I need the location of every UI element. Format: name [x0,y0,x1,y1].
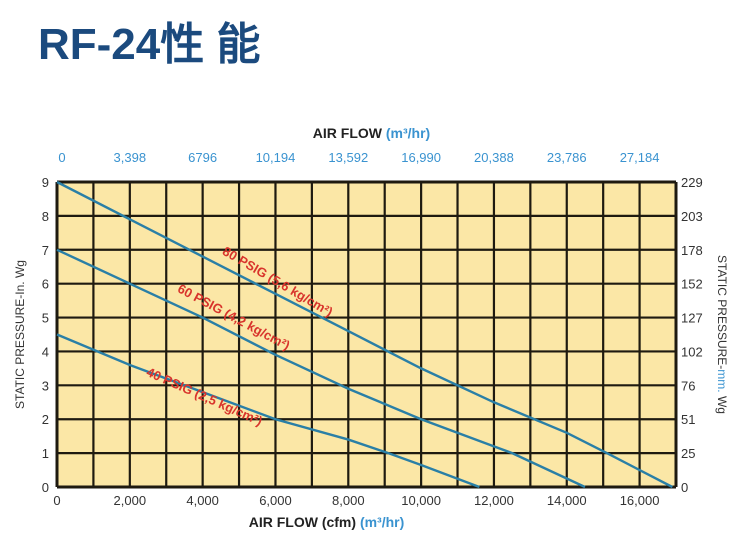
y-axis-title: STATIC PRESSURE-In. Wg [13,260,27,409]
y-tick-label: 2 [42,412,49,427]
x-tick-label: 6,000 [259,493,292,508]
x2-tick-label: 10,194 [256,150,296,165]
x2-axis-title: AIR FLOW (m³/hr) [313,125,430,141]
x-tick-label: 12,000 [474,493,514,508]
x2-tick-label: 0 [58,150,65,165]
y-tick-label: 6 [42,277,49,292]
x-tick-label: 16,000 [620,493,660,508]
x2-tick-label: 20,388 [474,150,514,165]
y2-tick-label: 102 [681,344,703,359]
x-axis-title: AIR FLOW (cfm) (m³/hr) [249,514,405,530]
y2-tick-label: 127 [681,311,703,326]
y-tick-label: 4 [42,344,49,359]
x-tick-label: 10,000 [401,493,441,508]
x2-tick-label: 6796 [188,150,217,165]
y2-tick-label: 229 [681,175,703,190]
page-title: RF-24性 能 [38,20,261,69]
y-tick-label: 8 [42,209,49,224]
x2-tick-label: 16,990 [401,150,441,165]
x2-tick-label: 3,398 [114,150,147,165]
y2-tick-label: 152 [681,277,703,292]
x-tick-label: 8,000 [332,493,365,508]
y2-axis-title: STATIC PRESSURE-mm. Wg [715,255,729,414]
y2-tick-label: 203 [681,209,703,224]
series-line [56,333,480,489]
y2-tick-label: 51 [681,412,695,427]
x2-tick-label: 13,592 [328,150,368,165]
y-tick-label: 3 [42,378,49,393]
x-tick-label: 4,000 [186,493,219,508]
x2-tick-label: 23,786 [547,150,587,165]
y-tick-label: 1 [42,446,49,461]
x-tick-label: 0 [53,493,60,508]
y-tick-label: 7 [42,243,49,258]
x2-tick-label: 27,184 [620,150,660,165]
x-tick-label: 2,000 [114,493,147,508]
series-line [56,248,586,489]
y2-tick-label: 76 [681,378,695,393]
y-tick-label: 0 [42,480,49,495]
y-tick-label: 5 [42,311,49,326]
y2-tick-label: 178 [681,243,703,258]
y-tick-label: 9 [42,175,49,190]
x-tick-label: 14,000 [547,493,587,508]
y2-tick-label: 25 [681,446,695,461]
series-line [56,180,673,489]
y2-tick-label: 0 [681,480,688,495]
